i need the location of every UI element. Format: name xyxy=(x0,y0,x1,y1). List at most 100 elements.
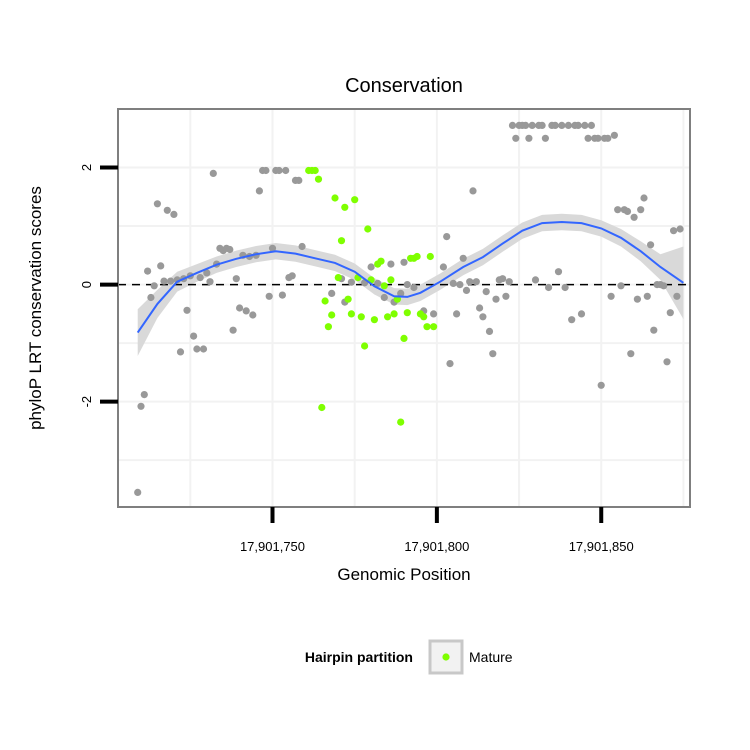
point-mature xyxy=(351,196,359,204)
point-other xyxy=(229,326,237,334)
point-other xyxy=(403,281,411,289)
point-other xyxy=(633,295,642,303)
point-other xyxy=(456,281,464,289)
point-other xyxy=(347,278,355,286)
point-other xyxy=(268,244,277,252)
point-other xyxy=(577,310,586,318)
point-mature xyxy=(321,297,329,305)
point-other xyxy=(545,283,553,292)
point-mature xyxy=(344,295,352,303)
point-other xyxy=(282,166,290,175)
point-other xyxy=(199,345,208,353)
point-other xyxy=(410,283,418,292)
point-other xyxy=(647,241,655,249)
point-other xyxy=(531,276,540,284)
point-mature xyxy=(370,316,378,324)
point-other xyxy=(134,488,142,496)
point-other xyxy=(430,310,438,318)
point-other xyxy=(564,121,573,129)
point-other xyxy=(160,277,168,285)
point-other xyxy=(439,263,447,271)
plot-panel-border xyxy=(117,108,691,508)
point-mature xyxy=(384,313,392,321)
point-other xyxy=(551,121,559,129)
smooth-trend-line xyxy=(136,220,684,334)
legend-title: Hairpin partition xyxy=(305,649,413,665)
point-other xyxy=(568,316,576,324)
legend: Hairpin partition Mature xyxy=(305,639,513,675)
point-other xyxy=(614,206,622,214)
point-other xyxy=(525,134,533,142)
point-other xyxy=(190,332,198,340)
data-points xyxy=(134,121,684,496)
point-other xyxy=(482,288,490,296)
point-other xyxy=(400,258,408,266)
point-other xyxy=(449,279,457,287)
point-other xyxy=(469,187,477,195)
point-other xyxy=(673,292,681,300)
point-other xyxy=(446,360,454,368)
point-other xyxy=(584,134,592,142)
point-other xyxy=(466,278,474,286)
point-mature xyxy=(403,309,411,317)
point-mature xyxy=(361,342,369,350)
point-mature xyxy=(426,252,434,261)
point-other xyxy=(663,358,671,366)
point-other xyxy=(387,260,395,268)
point-other xyxy=(150,282,158,290)
point-other xyxy=(328,289,336,297)
point-other xyxy=(298,242,306,251)
point-other xyxy=(453,310,461,318)
point-other xyxy=(374,279,382,287)
point-other xyxy=(502,292,510,300)
point-other xyxy=(367,263,375,271)
x-tick-label: 17,901,850 xyxy=(569,539,634,554)
point-mature xyxy=(357,313,365,321)
point-other xyxy=(144,267,152,275)
legend-label-mature: Mature xyxy=(469,649,513,665)
plot-panel xyxy=(118,109,690,507)
point-other xyxy=(489,350,497,358)
point-other xyxy=(380,293,388,302)
point-other xyxy=(275,166,283,175)
point-other xyxy=(640,194,648,202)
point-other xyxy=(137,402,145,410)
y-tick-label: 0 xyxy=(79,281,94,288)
point-other xyxy=(462,286,471,294)
point-other xyxy=(554,268,563,276)
point-other xyxy=(157,262,165,270)
point-mature xyxy=(324,323,332,331)
point-other xyxy=(561,283,569,292)
point-other xyxy=(147,293,155,302)
point-other xyxy=(232,275,240,283)
point-other xyxy=(242,307,250,315)
point-other xyxy=(255,187,263,195)
point-other xyxy=(643,292,651,300)
point-other xyxy=(170,210,178,218)
point-other xyxy=(505,278,513,286)
point-mature xyxy=(347,310,355,318)
point-other xyxy=(581,121,589,129)
point-other xyxy=(236,304,244,312)
point-other xyxy=(670,227,678,235)
point-other xyxy=(627,350,635,358)
point-other xyxy=(676,225,684,233)
point-other xyxy=(140,391,148,399)
point-other xyxy=(587,121,596,129)
point-mature xyxy=(430,323,438,331)
point-mature xyxy=(387,276,395,284)
legend-key-mature xyxy=(442,653,450,661)
point-other xyxy=(666,309,674,317)
point-other xyxy=(288,272,296,280)
point-other xyxy=(176,348,185,356)
point-mature xyxy=(331,194,339,202)
point-other xyxy=(153,200,161,208)
point-other xyxy=(528,121,536,129)
point-other xyxy=(617,282,625,290)
point-other xyxy=(607,292,615,300)
chart-title: Conservation xyxy=(345,75,463,97)
point-other xyxy=(485,327,494,335)
point-mature xyxy=(341,203,349,211)
point-other xyxy=(538,121,546,129)
